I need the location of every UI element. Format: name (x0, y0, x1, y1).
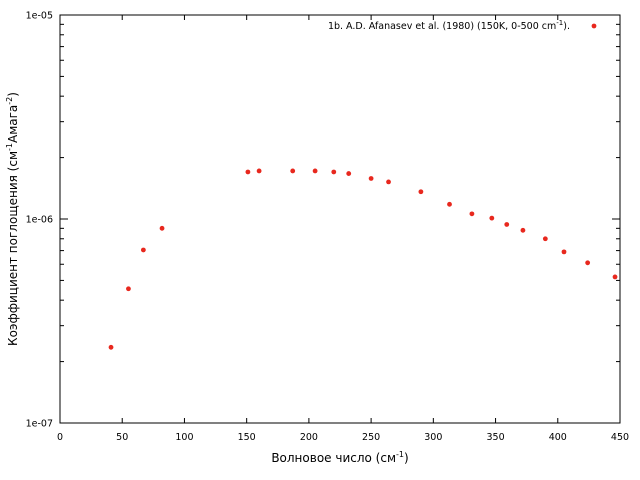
x-tick-label: 200 (300, 432, 318, 443)
data-point (504, 222, 510, 227)
data-point (159, 225, 165, 231)
data-point (346, 171, 352, 176)
data-point (561, 249, 567, 255)
data-point (245, 169, 251, 175)
y-tick-label: 1e-05 (26, 11, 53, 22)
data-point (386, 179, 391, 185)
y-axis-title: Коэффициент поглощения (см-1Амага-2) (5, 92, 20, 346)
x-tick-label: 300 (424, 432, 442, 443)
x-tick-label: 150 (238, 432, 256, 443)
data-point (447, 201, 452, 207)
x-axis-title: Волновое число (см-1) (271, 450, 408, 465)
data-point (331, 169, 337, 175)
x-tick-label: 250 (362, 432, 380, 443)
plot-frame (59, 14, 621, 424)
y-tick-label: 1e-07 (26, 419, 53, 430)
data-point (542, 236, 548, 242)
x-tick-label: 100 (175, 432, 193, 443)
data-point (469, 211, 475, 217)
y-tick-label: 1e-06 (26, 215, 53, 226)
y-axis-ticks: 1e-07 1e-06 1e-05 (26, 11, 620, 430)
data-point (520, 227, 526, 233)
x-axis-ticks: 0 50 100 150 200 250 300 350 400 450 (57, 15, 629, 443)
x-tick-label: 450 (611, 432, 629, 443)
x-tick-label: 50 (116, 432, 128, 443)
data-point (140, 247, 146, 253)
data-point (585, 260, 591, 266)
data-point (418, 189, 424, 195)
legend-label: 1b. A.D. Afanasev et al. (1980) (150K, 0… (328, 19, 570, 32)
x-tick-label: 400 (549, 432, 567, 443)
data-point (126, 286, 131, 292)
data-point (256, 168, 262, 174)
x-tick-label: 350 (486, 432, 504, 443)
x-tick-label: 0 (57, 432, 63, 443)
legend-marker (591, 23, 597, 29)
data-points (108, 168, 618, 350)
data-point (368, 176, 374, 181)
data-point (108, 344, 114, 350)
data-point (489, 215, 495, 221)
data-point (312, 168, 318, 174)
data-point (290, 168, 296, 174)
data-point (612, 274, 618, 280)
